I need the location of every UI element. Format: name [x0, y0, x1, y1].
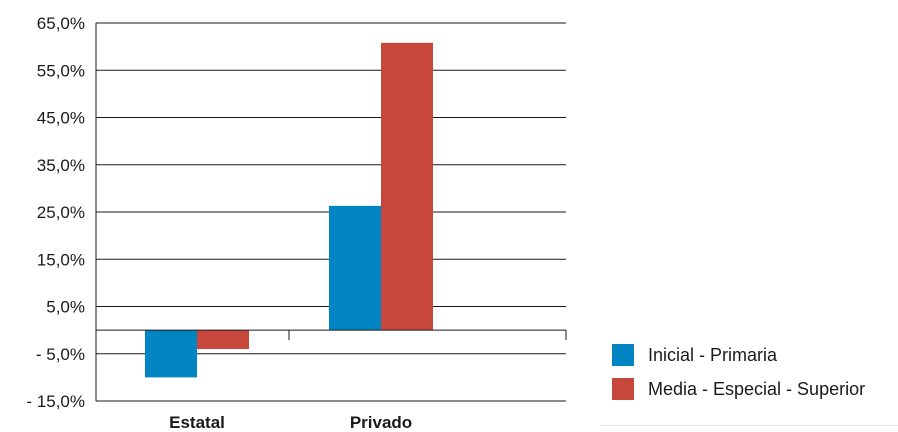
x-category-label: Estatal [169, 413, 225, 432]
bar-estatal-series-1 [145, 330, 197, 378]
legend-swatch-media-especial-superior [612, 378, 634, 400]
axes [95, 23, 567, 401]
x-axis-category-labels: Estatal Privado [169, 413, 412, 432]
legend-divider [600, 425, 898, 426]
y-tick-label: 15,0% [37, 250, 85, 269]
y-tick-label: - 5,0% [36, 345, 85, 364]
y-tick-label: 45,0% [37, 109, 85, 128]
bar-estatal-series-2 [197, 330, 249, 350]
legend-item-media-especial-superior: Media - Especial - Superior [612, 372, 898, 406]
legend-label-inicial-primaria: Inicial - Primaria [648, 344, 778, 365]
bar-privado-series-1 [329, 205, 381, 331]
x-category-label: Privado [350, 413, 412, 432]
bars [145, 42, 433, 378]
legend-item-inicial-primaria: Inicial - Primaria [612, 338, 898, 372]
y-axis-tick-labels: 65,0% 55,0% 45,0% 35,0% 25,0% 15,0% 5,0% - 5,0%… [26, 14, 85, 411]
y-tick-label: 55,0% [37, 61, 85, 80]
legend: Inicial - Primaria Media - Especial - Su… [612, 338, 898, 406]
y-tick-label: - 15,0% [26, 392, 85, 411]
y-tick-label: 25,0% [37, 203, 85, 222]
y-tick-label: 65,0% [37, 14, 85, 33]
bar-privado-series-2 [381, 42, 433, 331]
y-tick-label: 35,0% [37, 156, 85, 175]
legend-label-media-especial-superior: Media - Especial - Superior [648, 378, 866, 399]
legend-swatch-inicial-primaria [612, 344, 634, 366]
y-tick-label: 5,0% [46, 298, 85, 317]
